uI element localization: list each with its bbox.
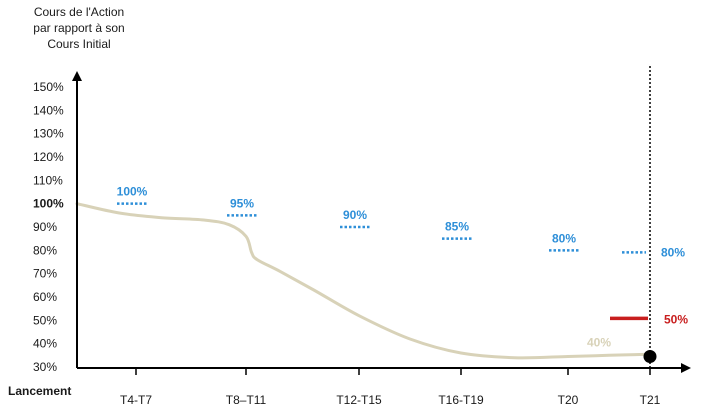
y-tick-label: 130% — [33, 127, 64, 141]
x-tick-label: T4-T7 — [120, 393, 152, 407]
y-tick-label: 40% — [33, 337, 57, 351]
autocall-level-label: 80% — [661, 245, 685, 259]
y-tick-label: 90% — [33, 220, 57, 234]
autocall-level-label: 95% — [230, 196, 254, 210]
autocall-level-label: 80% — [552, 231, 576, 245]
y-tick-label: 150% — [33, 80, 64, 94]
x-tick-label: T16-T19 — [438, 393, 484, 407]
y-axis-title-line-3: Cours Initial — [47, 37, 111, 51]
y-tick-label: 50% — [33, 313, 57, 327]
x-tick-label: T20 — [558, 393, 579, 407]
y-tick-label: 30% — [33, 360, 57, 374]
y-tick-label: 110% — [33, 173, 63, 187]
y-axis-title-line-1: Cours de l'Action — [33, 5, 125, 19]
final-price-point — [643, 350, 657, 363]
y-tick-label: 100% — [33, 197, 64, 211]
y-tick-label: 120% — [33, 150, 64, 164]
x-tick-label: T12-T15 — [336, 393, 382, 407]
x-tick-label: T21 — [640, 393, 661, 407]
y-tick-label: 70% — [33, 267, 57, 281]
y-tick-label: 140% — [33, 103, 64, 117]
y-axis-title-line-2: par rapport à son — [33, 21, 125, 35]
final-price-label: 40% — [587, 336, 611, 350]
price-path-line — [75, 202, 652, 360]
y-tick-label: 60% — [33, 290, 57, 304]
autocall-level-label: 100% — [117, 185, 148, 199]
y-tick-label: 80% — [33, 243, 57, 257]
autocall-level-label: 90% — [343, 208, 367, 222]
y-axis-title: Cours de l'Action par rapport à son Cour… — [0, 4, 158, 52]
barrier-label: 50% — [664, 312, 688, 326]
x-launch-label: Lancement — [8, 384, 71, 398]
autocall-level-label: 85% — [445, 220, 469, 234]
x-tick-label: T8–T11 — [226, 393, 267, 407]
